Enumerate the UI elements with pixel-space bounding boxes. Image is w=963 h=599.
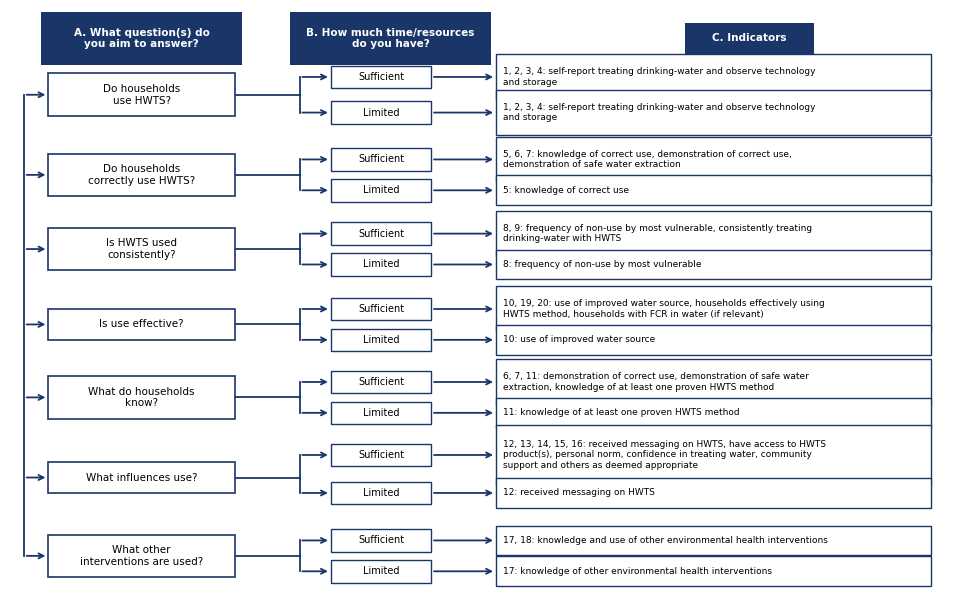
FancyBboxPatch shape xyxy=(48,153,235,196)
Text: 8, 9: frequency of non-use by most vulnerable, consistently treating
drinking-wa: 8, 9: frequency of non-use by most vulne… xyxy=(503,224,812,243)
Text: 5: knowledge of correct use: 5: knowledge of correct use xyxy=(503,186,629,195)
FancyBboxPatch shape xyxy=(48,74,235,116)
FancyBboxPatch shape xyxy=(330,371,431,394)
Text: C. Indicators: C. Indicators xyxy=(713,34,787,43)
Text: B. How much time/resources
do you have?: B. How much time/resources do you have? xyxy=(306,28,475,49)
Text: What do households
know?: What do households know? xyxy=(89,386,195,408)
Text: A. What question(s) do
you aim to answer?: A. What question(s) do you aim to answer… xyxy=(74,28,210,49)
FancyBboxPatch shape xyxy=(496,176,931,205)
Text: 11: knowledge of at least one proven HWTS method: 11: knowledge of at least one proven HWT… xyxy=(503,409,740,418)
Text: Is use effective?: Is use effective? xyxy=(99,319,184,329)
FancyBboxPatch shape xyxy=(496,556,931,586)
Text: Sufficient: Sufficient xyxy=(358,155,404,165)
Text: Do households
use HWTS?: Do households use HWTS? xyxy=(103,84,180,105)
FancyBboxPatch shape xyxy=(330,529,431,552)
Text: 12: received messaging on HWTS: 12: received messaging on HWTS xyxy=(503,488,655,497)
Text: 10: use of improved water source: 10: use of improved water source xyxy=(503,335,655,344)
FancyBboxPatch shape xyxy=(496,137,931,182)
FancyBboxPatch shape xyxy=(496,211,931,256)
Text: 8: frequency of non-use by most vulnerable: 8: frequency of non-use by most vulnerab… xyxy=(503,260,701,269)
Text: Sufficient: Sufficient xyxy=(358,377,404,387)
FancyBboxPatch shape xyxy=(496,478,931,508)
Text: 6, 7, 11: demonstration of correct use, demonstration of safe water
extraction, : 6, 7, 11: demonstration of correct use, … xyxy=(503,373,809,392)
FancyBboxPatch shape xyxy=(330,482,431,504)
FancyBboxPatch shape xyxy=(48,462,235,493)
FancyBboxPatch shape xyxy=(330,253,431,276)
Text: What influences use?: What influences use? xyxy=(86,473,197,483)
FancyBboxPatch shape xyxy=(496,90,931,135)
FancyBboxPatch shape xyxy=(685,23,814,54)
Text: Limited: Limited xyxy=(363,108,400,117)
Text: Limited: Limited xyxy=(363,488,400,498)
FancyBboxPatch shape xyxy=(330,401,431,424)
Text: Limited: Limited xyxy=(363,259,400,270)
FancyBboxPatch shape xyxy=(330,560,431,583)
FancyBboxPatch shape xyxy=(330,148,431,171)
FancyBboxPatch shape xyxy=(48,309,235,340)
Text: 1, 2, 3, 4: self-report treating drinking-water and observe technology
and stora: 1, 2, 3, 4: self-report treating drinkin… xyxy=(503,67,815,87)
FancyBboxPatch shape xyxy=(496,359,931,404)
FancyBboxPatch shape xyxy=(496,250,931,279)
Text: Limited: Limited xyxy=(363,335,400,345)
Text: Limited: Limited xyxy=(363,408,400,418)
FancyBboxPatch shape xyxy=(330,66,431,88)
FancyBboxPatch shape xyxy=(48,376,235,419)
FancyBboxPatch shape xyxy=(330,101,431,124)
FancyBboxPatch shape xyxy=(48,228,235,270)
FancyBboxPatch shape xyxy=(330,444,431,466)
FancyBboxPatch shape xyxy=(496,425,931,485)
FancyBboxPatch shape xyxy=(330,298,431,320)
Text: What other
interventions are used?: What other interventions are used? xyxy=(80,545,203,567)
FancyBboxPatch shape xyxy=(496,55,931,99)
Text: Is HWTS used
consistently?: Is HWTS used consistently? xyxy=(106,238,177,260)
Text: Do households
correctly use HWTS?: Do households correctly use HWTS? xyxy=(88,164,195,186)
Text: 17: knowledge of other environmental health interventions: 17: knowledge of other environmental hea… xyxy=(503,567,771,576)
Text: Limited: Limited xyxy=(363,185,400,195)
Text: Sufficient: Sufficient xyxy=(358,229,404,238)
FancyBboxPatch shape xyxy=(41,11,242,65)
Text: 12, 13, 14, 15, 16: received messaging on HWTS, have access to HWTS
product(s), : 12, 13, 14, 15, 16: received messaging o… xyxy=(503,440,825,470)
FancyBboxPatch shape xyxy=(330,179,431,202)
Text: 10, 19, 20: use of improved water source, households effectively using
HWTS meth: 10, 19, 20: use of improved water source… xyxy=(503,300,824,319)
FancyBboxPatch shape xyxy=(496,525,931,555)
Text: 5, 6, 7: knowledge of correct use, demonstration of correct use,
demonstration o: 5, 6, 7: knowledge of correct use, demon… xyxy=(503,150,792,169)
Text: 17, 18: knowledge and use of other environmental health interventions: 17, 18: knowledge and use of other envir… xyxy=(503,536,827,545)
FancyBboxPatch shape xyxy=(330,329,431,351)
Text: Sufficient: Sufficient xyxy=(358,450,404,460)
Text: Sufficient: Sufficient xyxy=(358,536,404,546)
Text: Limited: Limited xyxy=(363,566,400,576)
FancyBboxPatch shape xyxy=(496,325,931,355)
FancyBboxPatch shape xyxy=(496,398,931,428)
FancyBboxPatch shape xyxy=(48,534,235,577)
Text: 1, 2, 3, 4: self-report treating drinking-water and observe technology
and stora: 1, 2, 3, 4: self-report treating drinkin… xyxy=(503,103,815,122)
Text: Sufficient: Sufficient xyxy=(358,304,404,314)
Text: Sufficient: Sufficient xyxy=(358,72,404,82)
FancyBboxPatch shape xyxy=(290,11,491,65)
FancyBboxPatch shape xyxy=(330,222,431,245)
FancyBboxPatch shape xyxy=(496,286,931,331)
